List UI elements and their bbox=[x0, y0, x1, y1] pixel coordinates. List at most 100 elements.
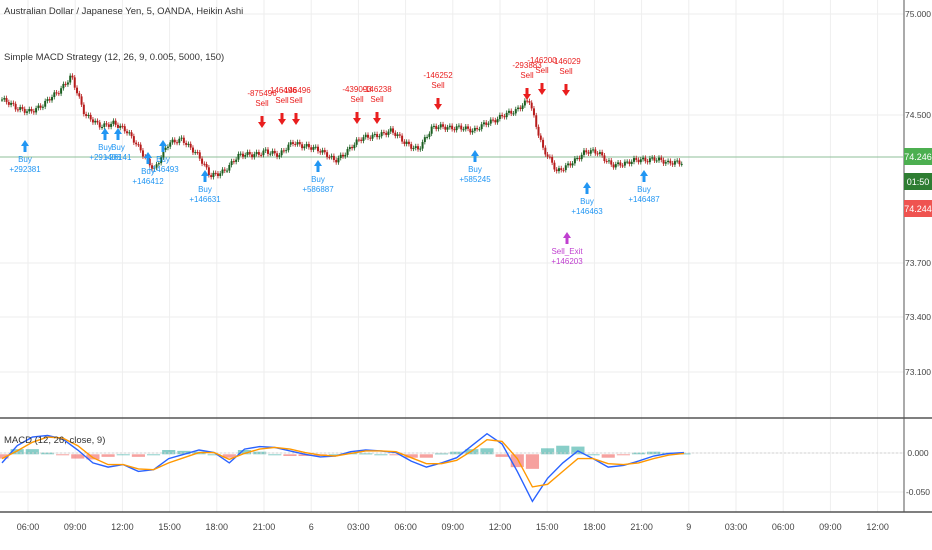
signal-arrow-up-icon bbox=[563, 232, 571, 244]
signal-label: Buy bbox=[198, 185, 212, 194]
exit-signal[interactable]: Sell_Exit+146203 bbox=[551, 232, 583, 266]
macd-histogram-bar bbox=[586, 454, 600, 456]
signal-arrow-down-icon bbox=[373, 112, 381, 124]
macd-histogram-bar bbox=[56, 454, 70, 456]
x-tick-label: 9 bbox=[686, 522, 691, 532]
symbol-title: Australian Dollar / Japanese Yen, 5, OAN… bbox=[4, 6, 243, 17]
candle-series[interactable] bbox=[1, 73, 683, 180]
buy-signal[interactable]: Buy+292381 bbox=[9, 140, 41, 174]
candle-body bbox=[66, 82, 69, 85]
buy-signal[interactable]: Buy+585245 bbox=[459, 150, 491, 184]
macd-histogram-bar bbox=[404, 454, 418, 458]
macd-histogram-bar bbox=[25, 449, 39, 455]
candle-body bbox=[437, 127, 440, 129]
macd-indicator-label[interactable]: MACD (12, 26, close, 9) bbox=[4, 435, 105, 446]
candle-body bbox=[592, 149, 595, 151]
macd-histogram-bar bbox=[465, 449, 479, 455]
candle-body bbox=[130, 132, 133, 137]
buy-signal[interactable]: Buy+146463 bbox=[571, 182, 603, 216]
buy-signal[interactable]: Buy+146493 bbox=[147, 140, 179, 174]
candle-body bbox=[469, 128, 472, 133]
candle-body bbox=[205, 164, 208, 168]
candle-body bbox=[671, 163, 674, 165]
candle-body bbox=[548, 156, 551, 158]
candle-body bbox=[232, 161, 235, 163]
buy-signal[interactable]: Buy+26141 bbox=[105, 128, 132, 162]
buy-signal[interactable]: Buy+146631 bbox=[189, 170, 221, 204]
candle-body bbox=[657, 157, 660, 161]
candle-body bbox=[387, 131, 390, 135]
candle-body bbox=[642, 157, 645, 160]
buy-signal[interactable]: Buy+146487 bbox=[628, 170, 660, 204]
candle-body bbox=[185, 142, 188, 145]
candle-body bbox=[576, 158, 579, 160]
candle-body bbox=[176, 142, 179, 144]
macd-histogram-bar bbox=[616, 454, 630, 456]
candle-body bbox=[451, 125, 454, 130]
candle-body bbox=[326, 152, 329, 158]
signal-value: +146487 bbox=[628, 195, 660, 204]
macd-histogram-bar bbox=[162, 450, 176, 455]
candle-body bbox=[380, 132, 383, 137]
macd-histogram-bar bbox=[0, 454, 9, 459]
candle-body bbox=[614, 164, 617, 168]
candle-body bbox=[80, 96, 83, 105]
candle-body bbox=[501, 114, 504, 117]
signal-value: +146412 bbox=[132, 177, 164, 186]
candle-body bbox=[417, 146, 420, 150]
candle-body bbox=[453, 129, 456, 131]
signal-value: -146496 bbox=[267, 86, 297, 95]
buy-signal[interactable]: Buy+146412 bbox=[132, 152, 164, 186]
macd-histogram-bar bbox=[71, 454, 85, 459]
candle-body bbox=[480, 124, 483, 130]
candle-body bbox=[603, 155, 606, 162]
buy-signal[interactable]: Buy+291406 bbox=[89, 128, 121, 162]
signal-label: Buy bbox=[311, 175, 325, 184]
x-tick-label: 06:00 bbox=[17, 522, 40, 532]
candle-body bbox=[64, 83, 67, 85]
candle-body bbox=[582, 150, 585, 155]
candle-body bbox=[269, 153, 272, 155]
candle-body bbox=[87, 114, 90, 116]
candle-body bbox=[305, 144, 308, 147]
candle-body bbox=[226, 170, 229, 172]
macd-histogram-bar bbox=[359, 453, 373, 455]
candle-body bbox=[610, 160, 613, 165]
candle-body bbox=[455, 126, 458, 131]
candle-body bbox=[362, 137, 365, 141]
macd-y-tick-label: -0.050 bbox=[906, 487, 930, 497]
macd-histogram-bar bbox=[253, 451, 267, 455]
candle-body bbox=[646, 161, 649, 163]
candle-body bbox=[94, 120, 97, 123]
buy-signal[interactable]: Buy+586887 bbox=[302, 160, 334, 194]
candle-body bbox=[605, 161, 608, 163]
macd-histogram-bar bbox=[419, 454, 433, 458]
candle-body bbox=[316, 146, 319, 152]
signal-label: Buy bbox=[156, 155, 170, 164]
candle-body bbox=[373, 134, 376, 136]
candle-body bbox=[498, 114, 501, 120]
candle-body bbox=[266, 149, 269, 154]
candle-body bbox=[248, 151, 251, 155]
candle-body bbox=[319, 151, 322, 153]
candle-body bbox=[260, 154, 263, 156]
strategy-title[interactable]: Simple MACD Strategy (12, 26, 9, 0.005, … bbox=[4, 52, 224, 63]
current-price-text: 74.246 bbox=[904, 152, 932, 162]
candle-body bbox=[537, 126, 540, 136]
candle-body bbox=[598, 152, 601, 154]
candle-body bbox=[369, 137, 372, 139]
signal-label: Sell bbox=[370, 95, 384, 104]
macd-histogram-bar bbox=[480, 448, 494, 455]
candle-body bbox=[510, 110, 513, 114]
candle-body bbox=[244, 155, 247, 157]
